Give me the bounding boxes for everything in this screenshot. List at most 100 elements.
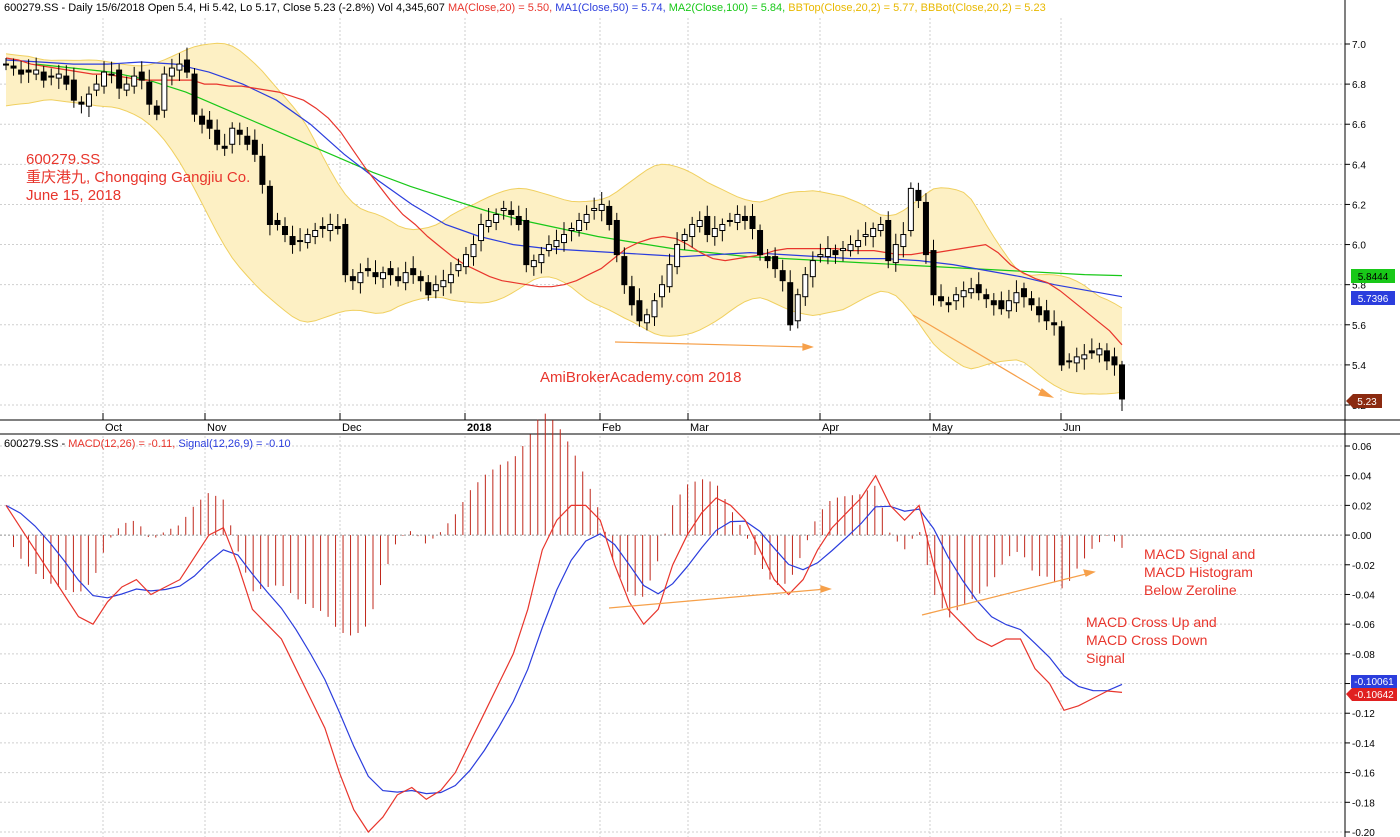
candle-body bbox=[10, 65, 17, 69]
candle-body bbox=[621, 256, 628, 286]
candle-body bbox=[704, 215, 711, 236]
candle-body bbox=[1096, 348, 1103, 356]
candle-body bbox=[342, 224, 349, 276]
candle-body bbox=[809, 260, 816, 278]
ma20-label: MA(Close,20) = 5.50, bbox=[448, 2, 552, 14]
macd-histogram bbox=[0, 413, 1345, 636]
note2-line3: Signal bbox=[1086, 650, 1125, 666]
candle-body bbox=[1073, 356, 1080, 364]
candle-body bbox=[666, 264, 673, 288]
candle-body bbox=[953, 294, 960, 302]
candle-body bbox=[998, 300, 1005, 310]
candle-body bbox=[659, 284, 666, 298]
candle-body bbox=[892, 244, 899, 264]
price-tick-label: 5.6 bbox=[1352, 321, 1366, 332]
candle-body bbox=[259, 155, 266, 185]
candle-body bbox=[55, 73, 62, 79]
candle-body bbox=[772, 256, 779, 270]
candle-body bbox=[1043, 310, 1050, 322]
bollinger-bands bbox=[5, 42, 1123, 395]
candle-body bbox=[101, 71, 108, 87]
candle-body bbox=[530, 260, 537, 268]
price-tick-label: 6.0 bbox=[1352, 241, 1366, 252]
candle-body bbox=[802, 274, 809, 298]
candle-body bbox=[696, 219, 703, 228]
candle-body bbox=[553, 240, 560, 248]
candle-body bbox=[455, 264, 462, 272]
candle-body bbox=[719, 224, 726, 232]
candle-body bbox=[711, 228, 718, 238]
candle-body bbox=[576, 219, 583, 232]
candle-body bbox=[877, 224, 884, 232]
candle-body bbox=[1028, 298, 1035, 306]
candle-body bbox=[606, 205, 613, 225]
badge-signal: -0.10061 bbox=[1351, 675, 1397, 688]
candle-body bbox=[613, 219, 620, 256]
candle-body bbox=[183, 59, 190, 73]
price-tick-label: 6.4 bbox=[1352, 160, 1366, 171]
candle-body bbox=[561, 234, 567, 244]
candle-body bbox=[229, 127, 236, 145]
badge-ma50-text: 5.7396 bbox=[1358, 294, 1389, 305]
macd-tick-label: -0.08 bbox=[1352, 650, 1375, 661]
month-label: Oct bbox=[105, 422, 122, 434]
candle-body bbox=[33, 69, 40, 75]
price-header: 600279.SS - Daily 15/6/2018 Open 5.4, Hi… bbox=[4, 2, 1046, 14]
badge-ma100-text: 5.8444 bbox=[1358, 272, 1389, 283]
candle-body bbox=[915, 189, 922, 201]
candle-body bbox=[764, 256, 771, 262]
price-tick-label: 6.2 bbox=[1352, 200, 1366, 211]
candle-body bbox=[146, 81, 153, 105]
candle-body bbox=[402, 272, 409, 284]
candle-body bbox=[862, 234, 869, 238]
candle-body bbox=[726, 219, 733, 222]
badge-signal-text: -0.10061 bbox=[1354, 677, 1394, 688]
candle-body bbox=[741, 215, 748, 221]
candle-body bbox=[304, 234, 311, 244]
candle-body bbox=[636, 300, 643, 322]
candle-body bbox=[922, 201, 929, 256]
candle-body bbox=[417, 276, 424, 282]
candle-body bbox=[357, 272, 364, 284]
candle-body bbox=[1013, 292, 1020, 304]
macd-tick-label: 0.04 bbox=[1352, 472, 1372, 483]
candle-body bbox=[244, 135, 251, 145]
candle-body bbox=[153, 105, 160, 115]
candle-body bbox=[508, 209, 515, 215]
candle-body bbox=[138, 71, 145, 81]
candle-body bbox=[1088, 350, 1095, 354]
candle-body bbox=[48, 75, 55, 78]
candle-body bbox=[319, 226, 326, 230]
candle-body bbox=[395, 276, 402, 282]
candle-body bbox=[930, 250, 937, 296]
candle-body bbox=[779, 270, 786, 282]
candle-body bbox=[689, 224, 696, 238]
candle-body bbox=[191, 73, 198, 115]
badge-close: 5.23 bbox=[1346, 394, 1382, 408]
candle-body bbox=[18, 69, 25, 75]
candle-body bbox=[523, 219, 530, 266]
candle-body bbox=[1005, 300, 1012, 312]
candle-body bbox=[1111, 356, 1118, 366]
candle-body bbox=[168, 67, 175, 77]
candle-body bbox=[123, 83, 130, 91]
candle-body bbox=[221, 145, 228, 149]
macd-arrowhead-1 bbox=[820, 585, 832, 593]
month-label: Jun bbox=[1063, 422, 1081, 434]
macd-header-prefix: 600279.SS - bbox=[4, 438, 65, 450]
price-tick-label: 5.8 bbox=[1352, 281, 1366, 292]
macd-lines bbox=[5, 474, 1123, 833]
candle-body bbox=[78, 101, 85, 105]
candle-body bbox=[387, 268, 394, 276]
macd-tick-label: 0.06 bbox=[1352, 442, 1372, 453]
candle-body bbox=[349, 276, 356, 282]
price-tick-label: 7.0 bbox=[1352, 40, 1366, 51]
candle-body bbox=[40, 71, 47, 81]
candle-body bbox=[425, 282, 432, 296]
month-label: Feb bbox=[602, 422, 621, 434]
company-annotation: 重庆港九, Chongqing Gangjiu Co. bbox=[26, 169, 250, 186]
price-axis-labels: 5.25.45.65.86.06.26.46.66.87.0 bbox=[1345, 40, 1366, 412]
macd-arrowhead-2 bbox=[1083, 569, 1096, 577]
candle-body bbox=[945, 302, 952, 306]
candle-body bbox=[907, 187, 914, 232]
